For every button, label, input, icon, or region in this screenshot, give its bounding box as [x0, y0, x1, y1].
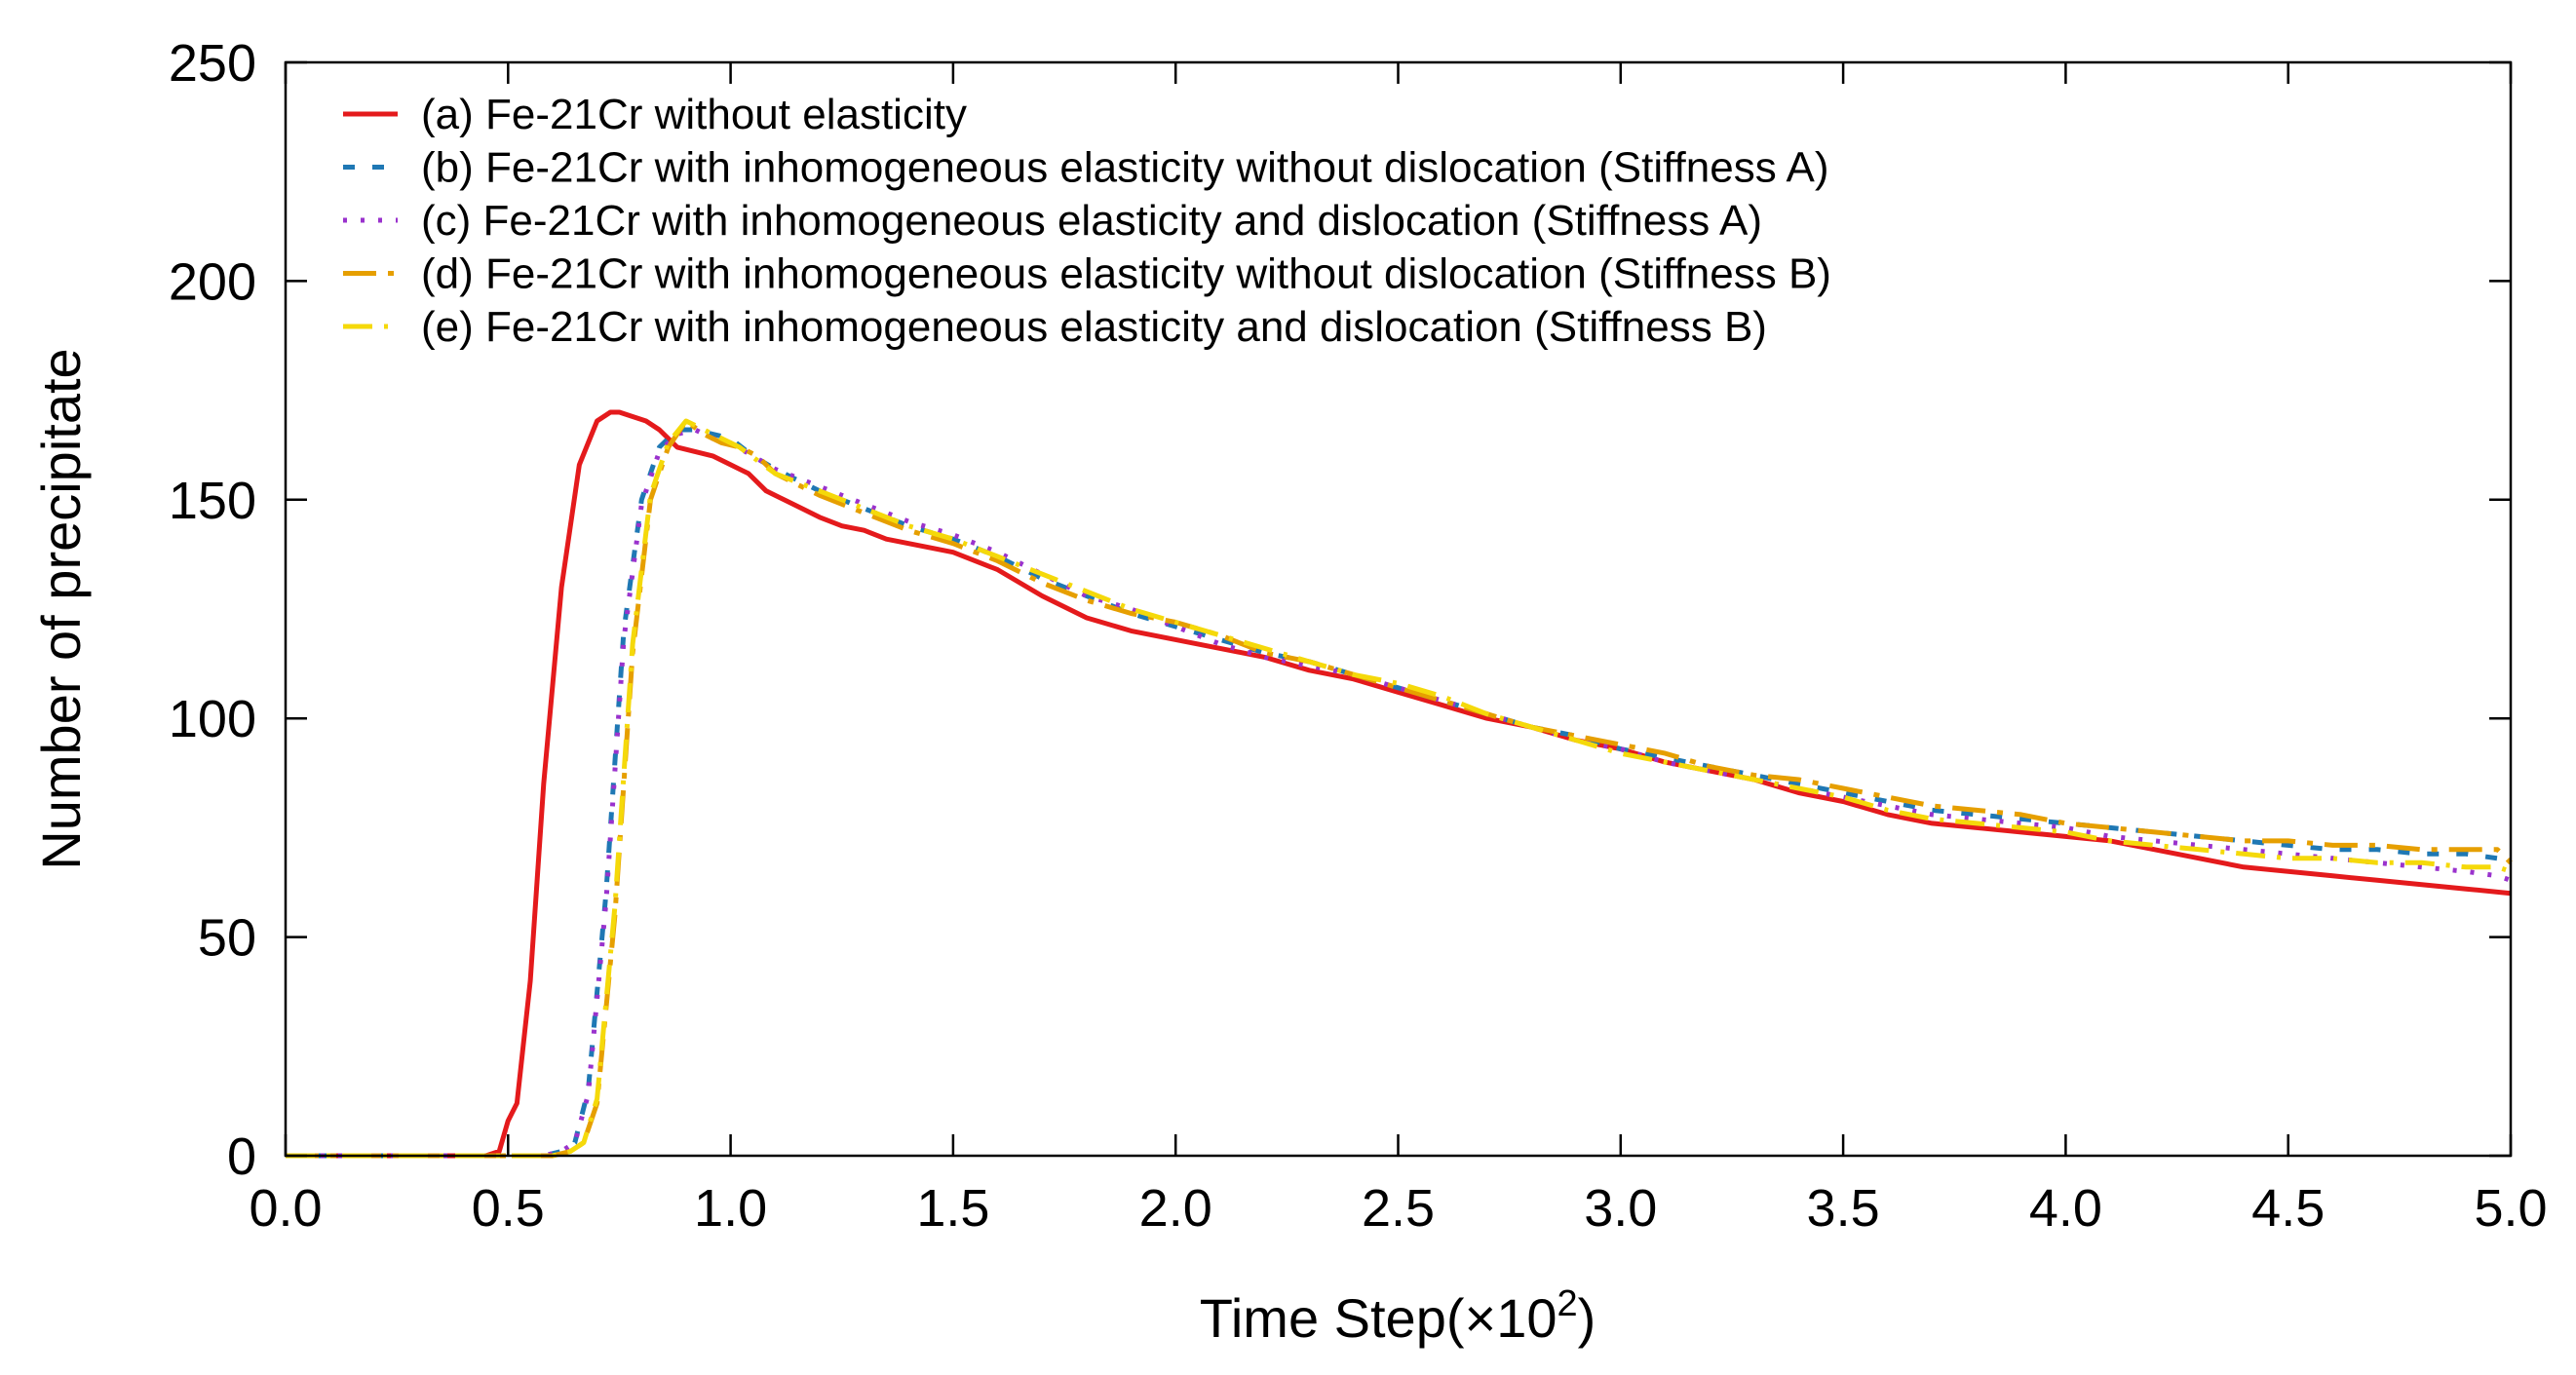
series-line-a	[286, 409, 2512, 1159]
x-tick-label-2: 1.0	[694, 1179, 767, 1238]
x-tick-label-0: 0.0	[249, 1179, 322, 1238]
y-tick-label-0: 0	[227, 1127, 256, 1186]
x-tick-label-9: 4.5	[2251, 1179, 2325, 1238]
plot-area	[286, 62, 2511, 1156]
x-axis-label-superscript: 2	[1557, 1283, 1577, 1324]
y-axis-label: Number of precipitate	[30, 348, 92, 869]
x-tick-label-5: 2.5	[1362, 1179, 1435, 1238]
legend: (a) Fe-21Cr without elasticity (b) Fe-21C…	[343, 91, 1831, 351]
x-tick-label-8: 4.0	[2029, 1179, 2102, 1238]
x-tick-label-6: 3.0	[1584, 1179, 1657, 1238]
x-tick-label-3: 1.5	[916, 1179, 989, 1238]
legend-label-a: (a) Fe-21Cr without elasticity	[421, 91, 967, 138]
legend-label-b: (b) Fe-21Cr with inhomogeneous elasticit…	[421, 144, 1829, 192]
series-line-e	[286, 418, 2512, 1159]
y-tick-label-3: 150	[169, 472, 256, 530]
y-tick-label-2: 100	[169, 690, 256, 748]
series-layer	[286, 409, 2513, 1159]
x-axis-label-main: Time Step(×10	[1200, 1287, 1557, 1349]
x-axis-label-close: )	[1578, 1287, 1596, 1349]
x-tick-label-1: 0.5	[472, 1179, 545, 1238]
y-tick-label-1: 50	[198, 909, 256, 968]
legend-label-c: (c) Fe-21Cr with inhomogeneous elasticit…	[421, 197, 1762, 245]
x-axis-label: Time Step(×102)	[1200, 1283, 1596, 1349]
y-tick-label-5: 250	[169, 34, 256, 93]
y-tick-label-4: 200	[169, 252, 256, 311]
x-tick-label-10: 5.0	[2474, 1179, 2547, 1238]
x-tick-label-4: 2.0	[1139, 1179, 1212, 1238]
legend-label-e: (e) Fe-21Cr with inhomogeneous elasticit…	[421, 303, 1767, 351]
x-tick-label-7: 3.5	[1807, 1179, 1880, 1238]
ticks-layer: 0.0 0.5 1.0 1.5 2.0 2.5 3.0 3.5 4.0 4.5 5.0 0 50 100 1…	[169, 34, 2548, 1238]
legend-label-d: (d) Fe-21Cr with inhomogeneous elasticit…	[421, 250, 1831, 298]
